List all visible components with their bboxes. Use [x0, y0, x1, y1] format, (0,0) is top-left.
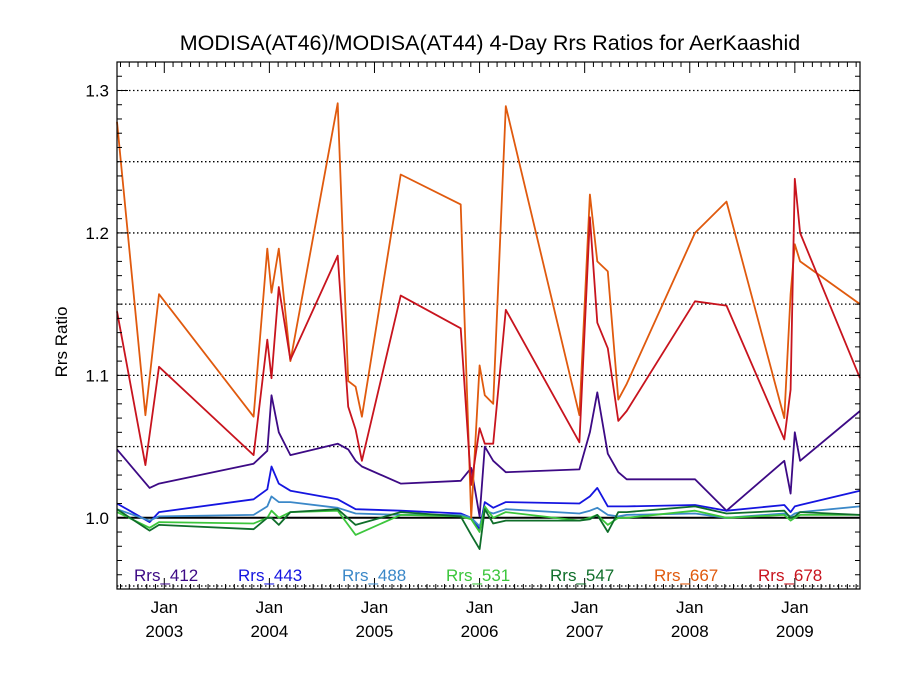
x-tick-label-month: Jan — [781, 598, 808, 617]
x-tick-label-month: Jan — [571, 598, 598, 617]
x-tick-label-year: 2008 — [671, 622, 709, 641]
x-tick-label-month: Jan — [676, 598, 703, 617]
x-tick-label-year: 2006 — [461, 622, 499, 641]
x-tick-label-year: 2004 — [250, 622, 288, 641]
series-line-rrs-412 — [116, 391, 861, 518]
y-tick-label: 1.0 — [85, 509, 109, 528]
chart-title: MODISA(AT46)/MODISA(AT44) 4-Day Rrs Rati… — [180, 31, 800, 55]
legend-entry: Rrs_547 — [550, 566, 614, 585]
legend-entry: Rrs_443 — [238, 566, 302, 585]
y-tick-label: 1.1 — [85, 366, 109, 385]
y-tick-label: 1.3 — [85, 81, 109, 100]
x-tick-labels: Jan 2003 Jan 2004 Jan 2005 Jan 2006 Jan 2007 Jan 20… — [145, 598, 813, 641]
series-line-rrs-443 — [116, 465, 861, 531]
series-line-rrs-547 — [116, 505, 861, 550]
x-tick-label-year: 2005 — [356, 622, 394, 641]
series-line-rrs-678 — [116, 177, 861, 486]
legend-entry: Rrs_667 — [654, 566, 718, 585]
x-tick-label-month: Jan — [466, 598, 493, 617]
series-lines — [116, 102, 861, 550]
legend: Rrs_412 Rrs_443 Rrs_488 Rrs_531 Rrs_547 Rrs_6… — [134, 566, 822, 585]
legend-entry: Rrs_412 — [134, 566, 198, 585]
legend-entry: Rrs_531 — [446, 566, 510, 585]
series-line-rrs-667 — [116, 102, 861, 519]
x-tick-label-year: 2009 — [776, 622, 814, 641]
axis-ticks — [117, 61, 860, 590]
x-tick-label-month: Jan — [361, 598, 388, 617]
x-tick-label-month: Jan — [256, 598, 283, 617]
y-axis-label: Rrs Ratio — [52, 307, 71, 378]
legend-entry: Rrs_488 — [342, 566, 406, 585]
x-tick-label-month: Jan — [151, 598, 178, 617]
y-tick-label: 1.2 — [85, 224, 109, 243]
series-line-rrs-531 — [116, 505, 860, 536]
legend-entry: Rrs_678 — [758, 566, 822, 585]
y-tick-labels: 1.0 1.1 1.2 1.3 — [85, 81, 109, 527]
x-tick-label-year: 2003 — [145, 622, 183, 641]
x-tick-label-year: 2007 — [566, 622, 604, 641]
